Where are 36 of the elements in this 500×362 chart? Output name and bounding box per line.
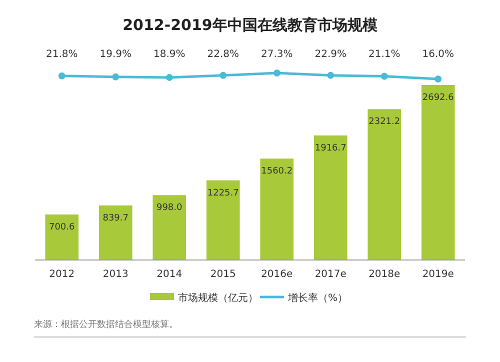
bar (98, 205, 132, 260)
legend-label: 市场规模（亿元） (178, 292, 258, 304)
data-label: 998.0 (156, 203, 183, 214)
x-tick-label: 2014 (156, 269, 182, 280)
data-label: 22.9% (314, 49, 347, 60)
data-label: 839.7 (102, 213, 129, 224)
data-label: 21.1% (368, 49, 400, 60)
chart-title: 2012-2019年中国在线教育市场规模 (122, 16, 378, 34)
data-label: 700.6 (48, 222, 76, 232)
x-tick-label: 2015 (210, 269, 236, 280)
data-label: 16.0% (422, 49, 454, 60)
x-tick-label: 2017e (314, 269, 346, 280)
data-label: 2321.2 (368, 117, 400, 128)
data-label: 21.8% (46, 49, 78, 60)
bar (260, 158, 294, 260)
data-label: 27.3% (260, 49, 293, 60)
x-tick-label: 2016e (261, 269, 293, 280)
data-label: 18.9% (153, 49, 186, 60)
bar (314, 135, 348, 260)
bar (45, 214, 79, 260)
data-label: 1225.7 (207, 188, 239, 198)
x-tick-label: 2018e (368, 269, 400, 280)
bar (152, 195, 186, 260)
bar (368, 109, 402, 260)
data-label: 1916.7 (314, 143, 346, 154)
legend-label: 增长率（%） (287, 292, 348, 304)
x-tick-label: 2013 (102, 269, 128, 280)
x-tick-label: 2019e (422, 269, 454, 280)
data-label: 22.8% (207, 49, 240, 60)
data-label: 19.9% (100, 49, 132, 60)
data-label: 1560.2 (261, 166, 293, 177)
data-label: 2692.6 (422, 93, 454, 103)
bar (421, 85, 455, 260)
bar (206, 180, 240, 260)
x-tick-label: 2012 (49, 269, 75, 280)
source-note: 来源：根据公开数据结合模型核算。 (34, 319, 178, 330)
